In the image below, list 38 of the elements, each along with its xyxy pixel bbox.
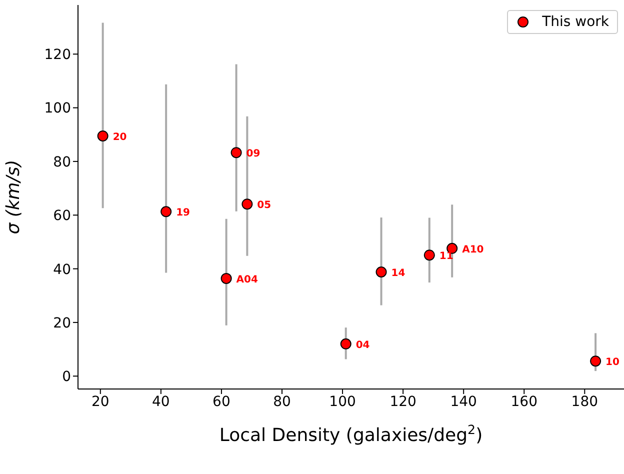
y-axis-title: σ (km/s) (3, 160, 24, 234)
annotation: 19 (176, 208, 190, 219)
point (242, 198, 253, 210)
y-tick-label: 40 (53, 262, 71, 278)
x-tick-label: 120 (390, 394, 416, 410)
annotation: A10 (462, 244, 484, 256)
x-tick-label: 180 (571, 394, 598, 410)
annotation: 20 (112, 132, 127, 143)
annotation: 05 (257, 200, 272, 212)
annotation: 09 (246, 148, 260, 160)
x-tick-label: 60 (212, 394, 230, 410)
legend-label: This work (542, 14, 609, 30)
x-tick-label: 140 (450, 394, 477, 410)
point (376, 266, 387, 278)
y-tick-label: 60 (53, 208, 71, 224)
x-axis-title: Local Density (galaxies/deg$^{2}$) (219, 422, 483, 446)
annotation: 14 (391, 268, 406, 279)
y-tick-label: 0 (62, 369, 71, 386)
x-tick-label: 160 (510, 394, 538, 410)
point (220, 272, 232, 284)
x-tick-label: 100 (329, 394, 356, 410)
x-tick-label: 20 (91, 394, 110, 410)
point (340, 338, 352, 350)
y-tick-label: 20 (53, 315, 71, 332)
annotation: 04 (356, 340, 370, 351)
x-tick-label: 80 (273, 394, 291, 410)
annotation: 11 (439, 251, 454, 262)
point (230, 147, 242, 158)
annotation: A04 (236, 274, 258, 286)
point (424, 250, 435, 261)
point (590, 356, 602, 367)
y-tick-label: 100 (44, 100, 71, 117)
y-tick-label: 80 (53, 154, 71, 170)
point (160, 206, 172, 218)
y-tick-label: 120 (44, 47, 71, 64)
annotation: 10 (606, 357, 620, 368)
point (97, 130, 108, 142)
x-tick-label: 40 (152, 394, 170, 410)
